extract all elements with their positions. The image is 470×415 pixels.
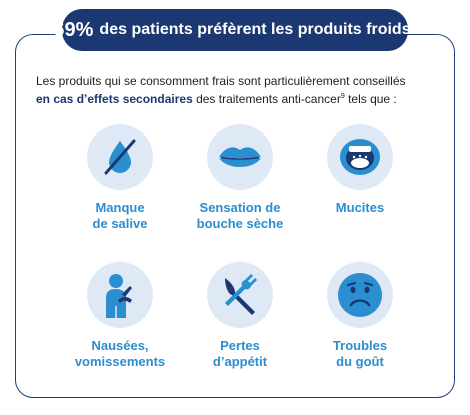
symptom-label-line1: Nausées, <box>91 338 149 353</box>
symptom-taste-disorder: Troubles du goût <box>300 262 420 370</box>
lips-icon <box>207 124 273 190</box>
symptom-label-line1: Manque <box>95 200 145 215</box>
symptom-label-line2: du goût <box>336 354 384 369</box>
symptom-appetite-loss: Pertes d’appétit <box>180 262 300 370</box>
open-mouth-icon <box>327 124 393 190</box>
symptom-label-line1: Sensation de <box>199 200 281 215</box>
info-card <box>15 34 455 398</box>
intro-footnote: 9 <box>340 93 345 100</box>
nauseous-person-icon <box>87 262 153 328</box>
symptom-label-line2: de salive <box>92 216 148 231</box>
symptom-label-line1: Mucites <box>335 200 385 215</box>
headline-text: des patients préfèrent les produits froi… <box>99 21 411 38</box>
symptom-label-line2: d’appétit <box>212 354 268 369</box>
no-water-drop-icon <box>87 124 153 190</box>
sad-face-icon <box>327 262 393 328</box>
intro-text-2: des traitements anti-cancer <box>192 92 341 106</box>
headline-percent: 69% <box>53 18 94 41</box>
symptom-label-line2: vomissements <box>74 354 166 369</box>
fork-knife-crossed-icon <box>207 262 273 328</box>
intro-paragraph: Les produits qui se consomment frais son… <box>36 74 441 107</box>
symptom-nausea: Nausées, vomissements <box>60 262 180 370</box>
symptom-label-line2: bouche sèche <box>196 216 284 231</box>
symptom-dry-mouth: Manque de salive <box>60 124 180 232</box>
intro-text-1: Les produits qui se consomment frais son… <box>36 74 406 88</box>
headline-banner: 69% des patients préfèrent les produits … <box>53 9 417 51</box>
symptom-label-line1: Pertes <box>220 338 260 353</box>
intro-text-3: tels que : <box>344 92 397 106</box>
symptom-mucositis: Mucites <box>300 124 420 216</box>
intro-bold-text: en cas d’effets secondaires <box>36 92 193 106</box>
headline-footnote: 9 <box>411 25 417 35</box>
symptom-dry-lips: Sensation de bouche sèche <box>180 124 300 232</box>
symptom-label-line1: Troubles <box>332 338 388 353</box>
